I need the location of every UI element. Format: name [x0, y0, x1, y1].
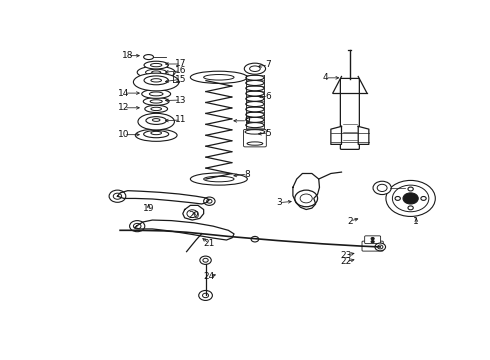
Ellipse shape — [190, 173, 247, 185]
Ellipse shape — [109, 190, 126, 202]
Text: 8: 8 — [245, 170, 250, 179]
Text: 9: 9 — [245, 116, 250, 125]
Ellipse shape — [144, 55, 153, 59]
Ellipse shape — [135, 129, 177, 141]
Ellipse shape — [144, 61, 169, 69]
Text: 23: 23 — [341, 251, 352, 260]
FancyBboxPatch shape — [244, 129, 267, 147]
Ellipse shape — [371, 240, 374, 243]
Polygon shape — [183, 205, 204, 220]
Ellipse shape — [386, 180, 435, 216]
Ellipse shape — [246, 102, 264, 107]
Text: 15: 15 — [175, 75, 187, 84]
Ellipse shape — [143, 98, 169, 105]
Text: 12: 12 — [118, 103, 129, 112]
Text: 19: 19 — [143, 204, 154, 213]
Text: 6: 6 — [266, 92, 271, 101]
Polygon shape — [331, 126, 342, 144]
Text: 14: 14 — [118, 89, 129, 98]
Text: 3: 3 — [277, 198, 282, 207]
Ellipse shape — [246, 96, 264, 101]
Text: 20: 20 — [189, 211, 200, 220]
Ellipse shape — [395, 197, 400, 201]
Ellipse shape — [146, 117, 167, 125]
Ellipse shape — [144, 76, 169, 85]
Ellipse shape — [190, 71, 247, 84]
Text: 22: 22 — [341, 257, 352, 266]
Ellipse shape — [408, 206, 413, 210]
Ellipse shape — [371, 238, 374, 240]
Text: 13: 13 — [175, 95, 187, 104]
Ellipse shape — [421, 197, 426, 201]
Ellipse shape — [144, 131, 169, 138]
Polygon shape — [293, 174, 319, 210]
Ellipse shape — [246, 112, 264, 117]
Ellipse shape — [138, 113, 174, 130]
Ellipse shape — [137, 66, 175, 78]
Ellipse shape — [142, 90, 171, 98]
Ellipse shape — [145, 105, 168, 112]
Text: 11: 11 — [175, 116, 187, 125]
Ellipse shape — [375, 243, 386, 251]
Text: 7: 7 — [266, 60, 271, 69]
Polygon shape — [118, 191, 209, 204]
Ellipse shape — [403, 193, 418, 204]
FancyBboxPatch shape — [341, 78, 359, 149]
Ellipse shape — [133, 73, 179, 91]
Text: 21: 21 — [204, 239, 215, 248]
Polygon shape — [358, 126, 369, 144]
Ellipse shape — [408, 187, 413, 191]
Text: 5: 5 — [266, 129, 271, 138]
Text: 10: 10 — [118, 130, 130, 139]
Text: 16: 16 — [175, 66, 187, 75]
Ellipse shape — [246, 86, 264, 91]
Ellipse shape — [129, 221, 145, 232]
Ellipse shape — [251, 237, 259, 242]
Text: 1: 1 — [414, 217, 419, 226]
Ellipse shape — [245, 63, 266, 74]
Ellipse shape — [246, 107, 264, 112]
Ellipse shape — [246, 75, 264, 80]
Text: 17: 17 — [175, 59, 187, 68]
Ellipse shape — [204, 197, 215, 205]
Ellipse shape — [246, 91, 264, 96]
Text: 2: 2 — [347, 217, 353, 226]
FancyBboxPatch shape — [365, 236, 381, 244]
Ellipse shape — [200, 256, 211, 264]
Text: 24: 24 — [204, 272, 215, 281]
FancyBboxPatch shape — [362, 241, 383, 251]
Ellipse shape — [246, 80, 264, 86]
Text: 18: 18 — [122, 51, 133, 60]
Ellipse shape — [246, 117, 264, 122]
Ellipse shape — [373, 181, 391, 194]
Ellipse shape — [199, 291, 212, 301]
Text: 4: 4 — [322, 73, 328, 82]
Polygon shape — [135, 220, 234, 240]
Ellipse shape — [246, 123, 264, 128]
